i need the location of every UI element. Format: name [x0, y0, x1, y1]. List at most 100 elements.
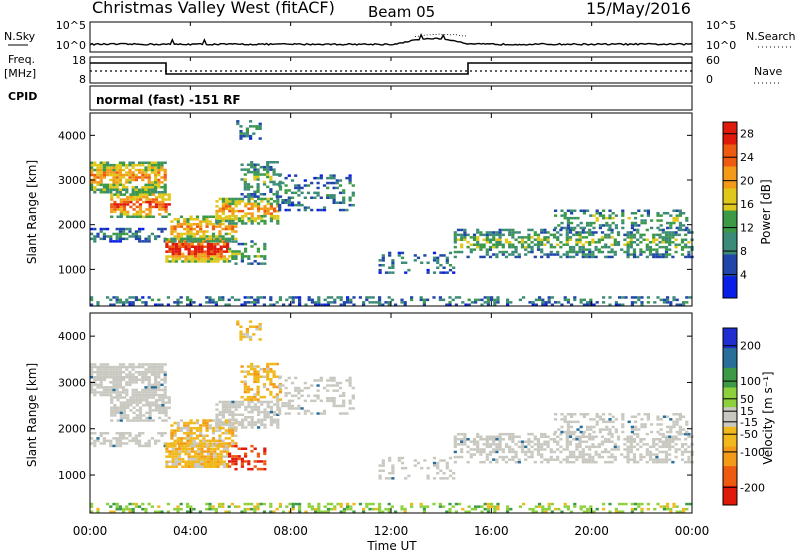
power-cell [549, 250, 553, 254]
velocity-cell [568, 450, 573, 454]
velocity-cell [348, 399, 352, 403]
power-cell [122, 203, 127, 206]
velocity-cell [206, 452, 210, 456]
velocity-cell [272, 373, 276, 376]
velocity-cell [173, 432, 177, 435]
velocity-cell [145, 404, 149, 407]
velocity-cell [208, 439, 212, 443]
nsearch-label: N.Search [746, 30, 796, 43]
velocity-cell [346, 505, 350, 508]
velocity-cell [588, 453, 592, 456]
velocity-cell [595, 507, 599, 511]
power-cell [250, 165, 254, 169]
velocity-cell [181, 460, 185, 463]
power-cell [163, 173, 167, 177]
power-cell [240, 255, 244, 258]
velocity-cell [134, 370, 138, 374]
velocity-cell [115, 365, 119, 369]
velocity-cell [260, 418, 264, 422]
velocity-cell [263, 408, 267, 411]
velocity-cell [176, 424, 180, 427]
velocity-cell [687, 435, 691, 438]
velocity-cell [138, 444, 142, 448]
velocity-cell [173, 439, 177, 443]
power-cell [90, 173, 94, 177]
velocity-cell [565, 435, 569, 438]
power-cell [275, 195, 279, 198]
velocity-cell [184, 465, 188, 468]
power-cell [157, 173, 161, 177]
power-cell [565, 233, 569, 237]
power-cell [134, 296, 138, 299]
power-cell [99, 230, 103, 233]
velocity-cell [570, 420, 574, 424]
velocity-cell [546, 435, 550, 438]
power-cell [269, 161, 273, 164]
power-cell [276, 219, 280, 223]
velocity-cell [669, 507, 673, 511]
velocity-cell [278, 384, 282, 387]
power-cell [466, 245, 470, 249]
velocity-cell [213, 442, 217, 446]
power-cell [298, 303, 302, 306]
power-cell [463, 231, 467, 234]
velocity-cell [501, 438, 505, 441]
velocity-cell [531, 507, 535, 511]
velocity-cell [224, 444, 228, 448]
velocity-cell [165, 455, 169, 458]
power-cell [231, 252, 235, 256]
power-cell [257, 214, 261, 218]
power-cell [234, 237, 238, 241]
power-cell [485, 253, 489, 256]
power-cell [262, 168, 267, 171]
power-cell [314, 303, 318, 306]
velocity-cell [530, 455, 534, 459]
velocity-cell [168, 465, 172, 468]
power-cell [640, 301, 644, 304]
velocity-cell [278, 376, 282, 380]
velocity-cell [258, 338, 262, 341]
power-cell [176, 218, 180, 221]
velocity-cell [472, 440, 477, 443]
velocity-cell [240, 510, 244, 513]
velocity-cell [160, 370, 164, 374]
power-cell [163, 237, 167, 241]
power-cell [151, 193, 155, 196]
velocity-cell [138, 378, 142, 381]
power-cell [554, 301, 558, 304]
power-cell [614, 226, 618, 230]
velocity-cell [263, 460, 267, 463]
velocity-cell [298, 510, 302, 513]
power-cell [664, 238, 669, 241]
velocity-cell [520, 443, 525, 446]
power-cell [310, 196, 314, 199]
velocity-cell [93, 363, 97, 366]
power-cell [202, 218, 206, 221]
velocity-cell [342, 394, 346, 397]
velocity-cell [199, 442, 203, 445]
velocity-cell [262, 395, 267, 399]
power-cell [578, 241, 582, 244]
velocity-cell [581, 440, 585, 443]
power-cell [655, 255, 659, 259]
power-cell [131, 303, 135, 306]
power-cell [194, 252, 198, 256]
power-cell [128, 303, 132, 306]
power-cell [313, 191, 317, 195]
power-cell [147, 163, 151, 167]
velocity-cell [664, 458, 669, 461]
power-cell [257, 197, 261, 201]
power-cell [626, 236, 630, 239]
power-cell [527, 228, 531, 232]
velocity-cell [543, 448, 547, 451]
velocity-cell [179, 507, 183, 511]
power-cell [161, 215, 165, 218]
power-cell [231, 212, 235, 215]
velocity-cell [546, 445, 550, 449]
velocity-cell [138, 416, 143, 420]
power-cell [276, 202, 280, 206]
power-cell [161, 208, 165, 211]
velocity-cell [287, 391, 291, 395]
power-cell [546, 253, 550, 256]
